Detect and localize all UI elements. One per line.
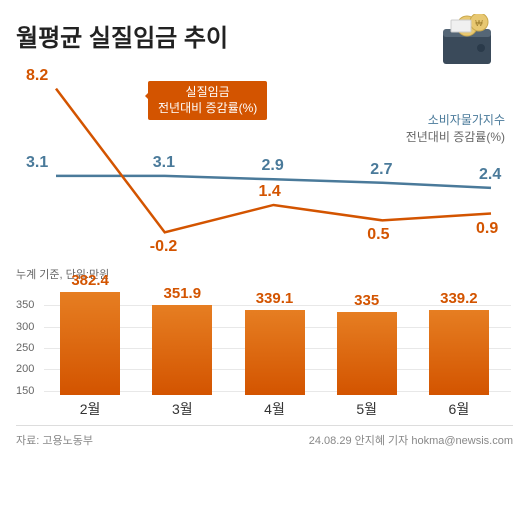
- bar-0: 382.4: [60, 292, 120, 395]
- wage-value-2: 1.4: [259, 183, 281, 201]
- x-label-2: 4월: [245, 399, 305, 419]
- bar-value-4: 339.2: [429, 290, 489, 307]
- bar-value-0: 382.4: [60, 272, 120, 289]
- x-label-4: 6월: [429, 399, 489, 419]
- ytick-label: 250: [16, 342, 34, 354]
- series-a-label: 실질임금 전년대비 증감률(%): [148, 81, 267, 120]
- source-text: 자료: 고용노동부: [16, 432, 93, 448]
- series-b-label: 소비자물가지수 전년대비 증감률(%): [406, 111, 505, 145]
- bar-1: 351.9: [152, 305, 212, 395]
- series-b-sub: 전년대비 증감률(%): [406, 128, 505, 145]
- bar-value-3: 335: [337, 292, 397, 309]
- bar-3: 335: [337, 312, 397, 395]
- bar-value-2: 339.1: [245, 290, 305, 307]
- cpi-value-4: 2.4: [479, 166, 501, 184]
- cpi-value-2: 2.9: [262, 157, 284, 175]
- series-a-sub: 전년대비 증감률(%): [158, 101, 257, 117]
- series-b-name: 소비자물가지수: [406, 111, 505, 128]
- footer: 자료: 고용노동부 24.08.29 안지혜 기자 hokma@newsis.c…: [16, 425, 513, 448]
- bar-value-1: 351.9: [152, 285, 212, 302]
- series-a-name: 실질임금: [158, 85, 257, 101]
- cpi-value-3: 2.7: [370, 161, 392, 179]
- wage-value-3: 0.5: [367, 226, 389, 244]
- wage-value-1: -0.2: [150, 238, 178, 256]
- bar-4: 339.2: [429, 310, 489, 395]
- line-chart: 실질임금 전년대비 증감률(%) 소비자물가지수 전년대비 증감률(%) 8.2…: [16, 63, 511, 258]
- x-label-1: 3월: [152, 399, 212, 419]
- x-label-0: 2월: [60, 399, 120, 419]
- wage-value-4: 0.9: [476, 220, 498, 238]
- ytick-label: 150: [16, 385, 34, 397]
- wage-value-0: 8.2: [26, 67, 48, 85]
- bar-2: 339.1: [245, 310, 305, 395]
- svg-text:₩: ₩: [475, 19, 483, 28]
- credit-text: 24.08.29 안지혜 기자 hokma@newsis.com: [309, 432, 513, 448]
- cpi-value-1: 3.1: [153, 154, 175, 172]
- bar-chart: 150200250300350 382.4351.9339.1335339.2 …: [16, 284, 511, 419]
- x-label-3: 5월: [337, 399, 397, 419]
- cpi-value-0: 3.1: [26, 154, 48, 172]
- ytick-label: 350: [16, 299, 34, 311]
- ytick-label: 300: [16, 321, 34, 333]
- ytick-label: 200: [16, 363, 34, 375]
